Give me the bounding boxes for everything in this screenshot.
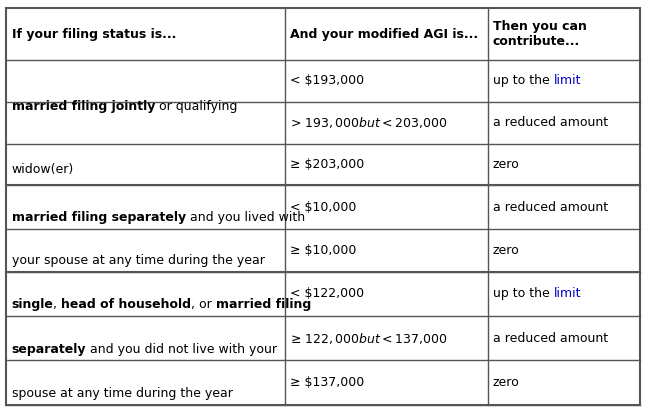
- Text: a reduced amount: a reduced amount: [493, 116, 608, 129]
- Text: widow(er): widow(er): [12, 163, 74, 176]
- Text: up to the: up to the: [493, 287, 554, 300]
- Text: your spouse at any time during the year: your spouse at any time during the year: [12, 254, 264, 267]
- Text: zero: zero: [493, 376, 519, 389]
- Text: limit: limit: [554, 287, 581, 300]
- Text: or qualifying: or qualifying: [155, 100, 237, 114]
- Text: < $193,000: < $193,000: [290, 74, 364, 87]
- Text: separately: separately: [12, 343, 86, 356]
- Text: and you did not live with your: and you did not live with your: [86, 343, 277, 356]
- Text: > $193,000 but < $203,000: > $193,000 but < $203,000: [290, 115, 448, 130]
- Text: spouse at any time during the year: spouse at any time during the year: [12, 387, 233, 400]
- Text: married filing jointly: married filing jointly: [12, 100, 155, 114]
- Text: And your modified AGI is...: And your modified AGI is...: [290, 28, 478, 40]
- Text: married filing: married filing: [216, 299, 311, 311]
- Text: a reduced amount: a reduced amount: [493, 332, 608, 345]
- Text: married filing separately: married filing separately: [12, 211, 185, 224]
- Text: up to the: up to the: [493, 74, 554, 87]
- Text: zero: zero: [493, 158, 519, 171]
- Text: a reduced amount: a reduced amount: [493, 201, 608, 214]
- Text: ≥ $137,000: ≥ $137,000: [290, 376, 364, 389]
- Text: ≥ $10,000: ≥ $10,000: [290, 244, 357, 256]
- Text: and you lived with: and you lived with: [185, 211, 305, 224]
- Text: If your filing status is...: If your filing status is...: [12, 28, 176, 40]
- Text: < $122,000: < $122,000: [290, 287, 364, 300]
- Text: limit: limit: [554, 74, 581, 87]
- Text: < $10,000: < $10,000: [290, 201, 357, 214]
- Text: ≥ $203,000: ≥ $203,000: [290, 158, 364, 171]
- Text: head of household: head of household: [61, 299, 191, 311]
- Text: , or: , or: [191, 299, 216, 311]
- Text: zero: zero: [493, 244, 519, 256]
- Text: ,: ,: [54, 299, 61, 311]
- Text: ≥ $122,000 but < $137,000: ≥ $122,000 but < $137,000: [290, 331, 448, 346]
- Text: single: single: [12, 299, 54, 311]
- Text: Then you can
contribute...: Then you can contribute...: [493, 20, 587, 48]
